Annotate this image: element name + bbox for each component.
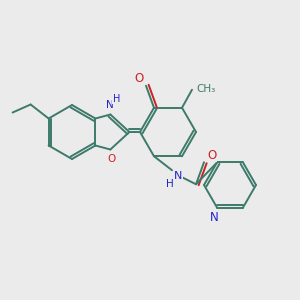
Text: H: H: [166, 179, 174, 189]
Text: N: N: [174, 171, 182, 181]
Text: O: O: [107, 154, 116, 164]
Text: O: O: [134, 72, 144, 85]
Text: CH₃: CH₃: [196, 84, 216, 94]
Text: N: N: [210, 211, 218, 224]
Text: O: O: [207, 149, 217, 162]
Text: H: H: [113, 94, 120, 103]
Text: N: N: [106, 100, 113, 110]
